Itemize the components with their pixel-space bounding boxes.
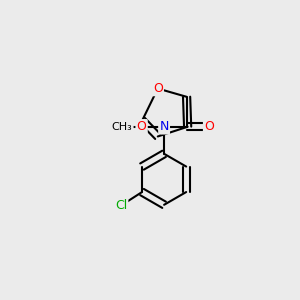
Text: O: O (153, 82, 163, 95)
Text: CH₃: CH₃ (112, 122, 133, 132)
Text: O: O (204, 120, 214, 133)
Text: Cl: Cl (115, 199, 127, 212)
Text: N: N (159, 120, 169, 133)
Text: O: O (137, 120, 146, 133)
